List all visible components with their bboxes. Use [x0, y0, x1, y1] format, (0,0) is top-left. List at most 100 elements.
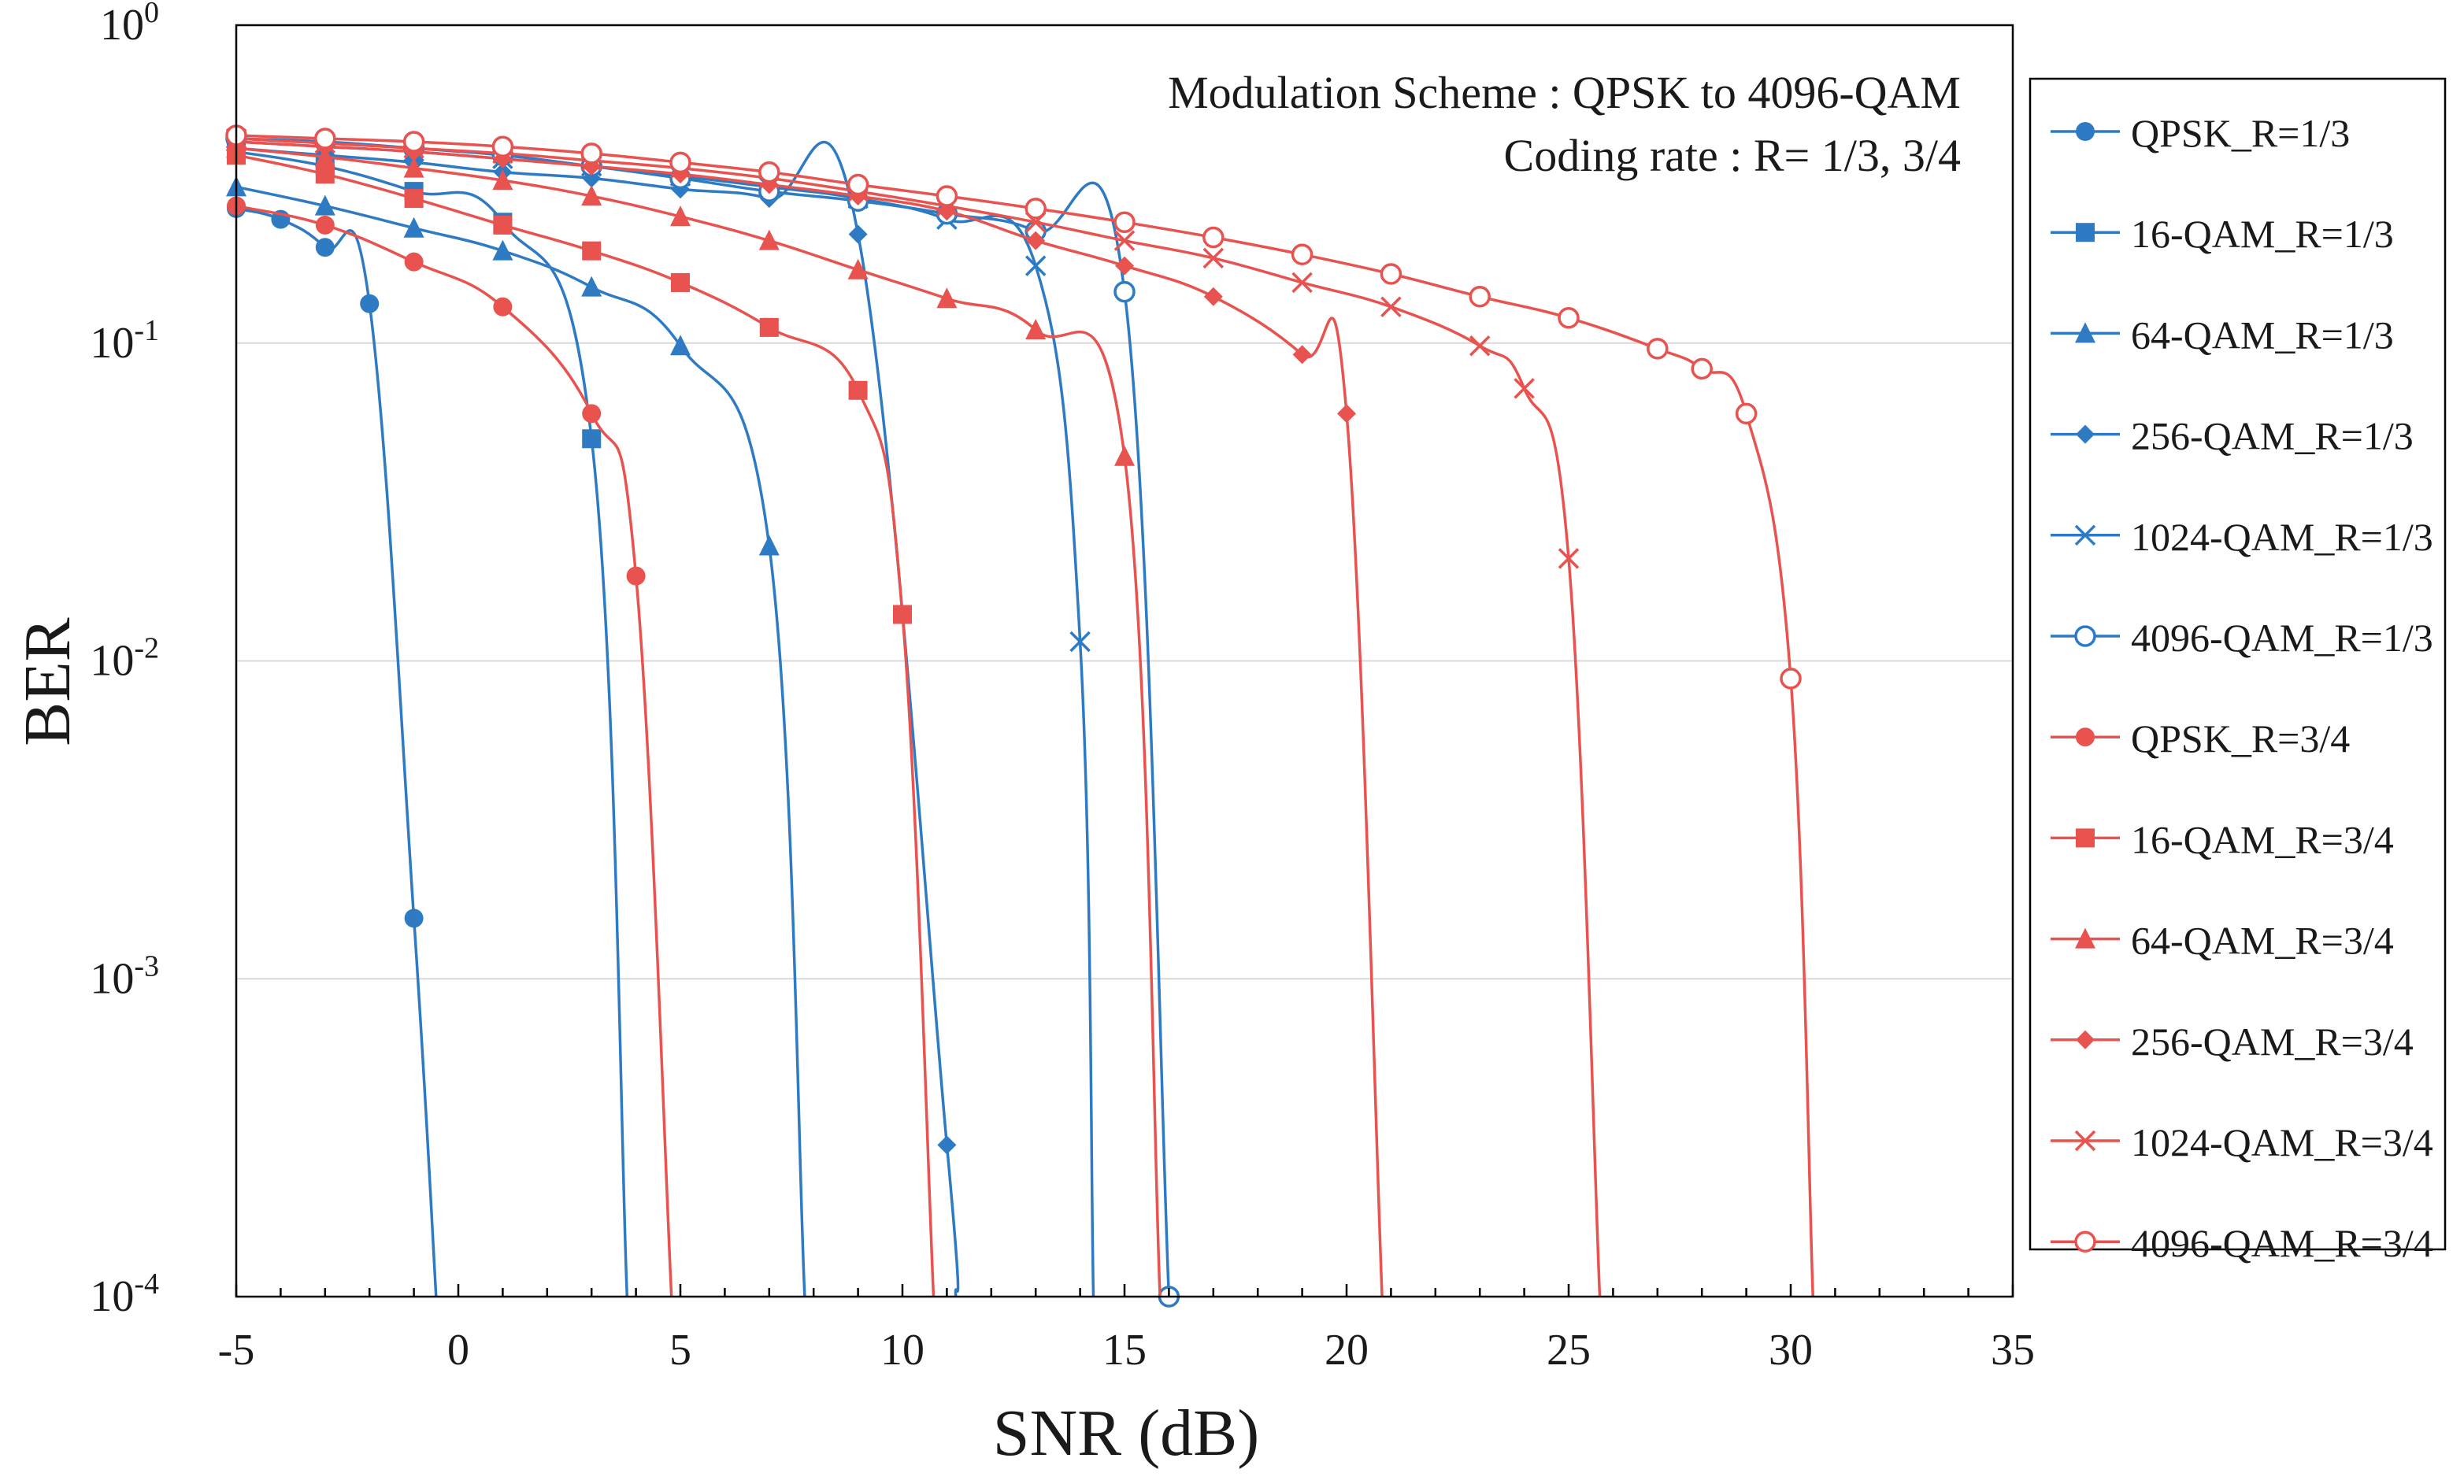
- legend-entry: 64-QAM_R=1/3: [2051, 313, 2394, 357]
- data-point: [847, 173, 869, 196]
- marker-stroke: [1558, 548, 1580, 569]
- legend-label: 16-QAM_R=3/4: [2131, 817, 2394, 861]
- legend-marker: [2076, 727, 2095, 747]
- data-point: [582, 241, 602, 261]
- y-axis-label: BER: [11, 617, 84, 746]
- legend-label: QPSK_R=1/3: [2131, 111, 2350, 155]
- x-tick-label: 10: [880, 1326, 924, 1375]
- marker-stroke: [1469, 335, 1491, 357]
- series-lines: [225, 124, 1814, 1308]
- legend-entry: 256-QAM_R=3/4: [2051, 1020, 2414, 1064]
- data-point: [758, 535, 780, 556]
- data-point: [937, 1135, 957, 1155]
- data-point: [670, 335, 691, 356]
- x-tick-label: 0: [447, 1326, 469, 1375]
- data-point: [1514, 378, 1535, 399]
- marker-stroke: [1202, 247, 1225, 269]
- data-point: [315, 165, 335, 184]
- data-point: [1113, 230, 1136, 251]
- gridlines: [236, 342, 2013, 980]
- legend-entry: 1024-QAM_R=1/3: [2051, 515, 2433, 559]
- legend-marker: [2074, 524, 2096, 546]
- data-point: [1026, 231, 1046, 250]
- series-1024-qam-r-3-4: [225, 128, 1602, 1297]
- x-tick-label: 20: [1325, 1326, 1369, 1375]
- data-point: [404, 189, 424, 209]
- data-point: [315, 238, 335, 257]
- data-point: [1114, 445, 1135, 466]
- annotation-coding-rate: Coding rate : R= 1/3, 3/4: [1504, 130, 1961, 181]
- legend-entry: QPSK_R=3/4: [2051, 716, 2350, 761]
- series-line: [235, 134, 1814, 1297]
- y-tick-exponent: -3: [134, 949, 159, 983]
- data-point: [580, 142, 602, 165]
- legend-entry: 4096-QAM_R=3/4: [2051, 1221, 2433, 1265]
- marker-stroke: [2074, 1130, 2096, 1152]
- series-line: [235, 207, 438, 1297]
- data-point: [1558, 307, 1580, 329]
- data-point: [1291, 243, 1314, 265]
- data-point: [404, 909, 424, 928]
- data-point: [758, 161, 780, 183]
- series-1024-qam-r-1-3: [225, 131, 1095, 1297]
- data-point: [1202, 226, 1225, 249]
- data-point: [1380, 263, 1402, 285]
- y-tick-base: 10: [90, 1272, 134, 1321]
- legend-entry: QPSK_R=1/3: [2051, 111, 2350, 155]
- legend-marker: [2076, 223, 2095, 242]
- marker-stroke: [1069, 631, 1091, 653]
- series-line: [235, 140, 960, 1297]
- legend-label: 4096-QAM_R=1/3: [2131, 616, 2433, 660]
- data-point: [492, 239, 513, 261]
- data-point: [314, 128, 336, 150]
- data-point: [491, 135, 514, 157]
- legend-label: QPSK_R=3/4: [2131, 716, 2350, 761]
- data-point: [758, 229, 780, 250]
- legend-label: 64-QAM_R=3/4: [2131, 919, 2394, 963]
- data-point: [1025, 198, 1047, 220]
- data-point: [1115, 256, 1134, 276]
- marker-stroke: [1113, 230, 1136, 251]
- data-point: [1380, 296, 1402, 317]
- y-tick-base: 10: [90, 954, 134, 1003]
- y-tick-label: 10-3: [90, 949, 159, 1003]
- data-point: [581, 276, 602, 297]
- data-point: [848, 380, 868, 400]
- marker-stroke: [1291, 272, 1313, 294]
- legend-marker: [2074, 1130, 2096, 1152]
- series-256-qam-r-1-3: [227, 139, 960, 1297]
- data-point: [403, 216, 424, 238]
- x-axis-label: SNR (dB): [993, 1397, 1259, 1470]
- data-point: [582, 404, 602, 424]
- legend-marker: [2075, 322, 2095, 343]
- data-point: [404, 252, 424, 272]
- series-line: [235, 146, 1162, 1297]
- y-tick-label: 100: [100, 0, 159, 50]
- data-point: [1337, 404, 1356, 424]
- data-point: [936, 287, 958, 309]
- series-64-qam-r-3-4: [226, 137, 1162, 1297]
- data-point: [493, 215, 513, 235]
- series-qpsk-r-1-3: [227, 198, 438, 1297]
- legend-label: 256-QAM_R=3/4: [2131, 1020, 2414, 1064]
- y-tick-label: 10-1: [90, 314, 159, 368]
- legend-entry: 1024-QAM_R=3/4: [2051, 1120, 2433, 1164]
- data-point: [1292, 345, 1312, 365]
- data-point: [1069, 631, 1091, 653]
- y-tick-exponent: 0: [144, 0, 159, 29]
- series-64-qam-r-1-3: [226, 176, 806, 1297]
- legend-marker: [2074, 1230, 2096, 1253]
- series-16-qam-r-3-4: [227, 146, 936, 1297]
- y-tick-base: 10: [90, 637, 134, 686]
- series-line: [235, 204, 673, 1297]
- data-point: [1469, 335, 1491, 357]
- data-point: [1691, 357, 1713, 380]
- data-point: [847, 258, 869, 279]
- x-tick-label: 25: [1547, 1326, 1591, 1375]
- legend-marker: [2076, 1030, 2095, 1049]
- data-point: [759, 317, 779, 337]
- legend-entry: 16-QAM_R=1/3: [2051, 212, 2394, 256]
